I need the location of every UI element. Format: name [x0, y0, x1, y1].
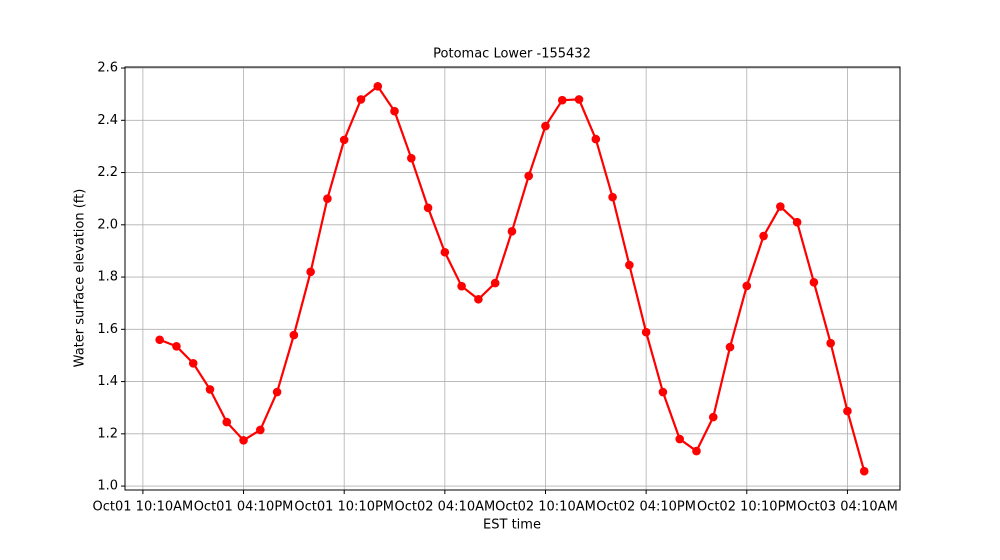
- x-tick-label: Oct01 10:10PM: [294, 500, 394, 515]
- x-axis-label: EST time: [483, 518, 541, 533]
- data-point: [809, 277, 819, 287]
- y-tick-label: 2.4: [97, 113, 118, 128]
- data-point: [172, 342, 181, 351]
- data-point: [557, 95, 567, 105]
- data-point: [222, 417, 232, 427]
- data-point: [440, 247, 450, 257]
- x-tick-label: Oct02 04:10AM: [394, 500, 495, 515]
- plot-frame: [124, 66, 901, 491]
- data-point: [390, 106, 399, 116]
- x-tick-label: Oct01 10:10AM: [93, 500, 194, 515]
- y-tick-label: 1.0: [97, 479, 118, 494]
- data-point: [323, 194, 332, 203]
- y-tick-label: 2.2: [97, 165, 118, 180]
- data-point: [776, 202, 785, 211]
- data-point: [692, 446, 701, 456]
- data-point: [591, 134, 601, 144]
- data-point: [272, 387, 282, 397]
- y-tick-label: 2.6: [97, 61, 118, 76]
- data-point: [507, 227, 517, 236]
- y-tick-label: 2.0: [97, 217, 118, 232]
- data-point: [708, 412, 718, 422]
- data-point: [675, 434, 684, 444]
- y-tick-label: 1.2: [97, 426, 118, 441]
- data-point: [574, 95, 584, 104]
- data-point: [256, 425, 265, 435]
- data-point: [608, 192, 617, 202]
- data-point: [205, 385, 215, 394]
- chart-title: Potomac Lower -155432: [433, 47, 591, 62]
- x-tick-label: Oct02 10:10PM: [697, 500, 797, 515]
- data-point: [859, 466, 869, 476]
- data-point: [289, 330, 299, 340]
- y-tick-label: 1.8: [97, 270, 118, 285]
- y-tick-label: 1.4: [97, 374, 118, 389]
- data-point: [826, 338, 835, 348]
- data-point: [843, 406, 852, 416]
- data-point: [406, 153, 416, 163]
- data-point: [759, 231, 768, 241]
- data-point: [423, 203, 433, 213]
- data-point: [339, 135, 349, 145]
- data-point: [742, 281, 752, 291]
- data-point: [524, 171, 534, 181]
- y-axis-label: Water surface elevation (ft): [73, 189, 88, 368]
- data-point: [239, 436, 248, 445]
- data-point: [658, 387, 668, 397]
- data-point: [356, 95, 366, 104]
- x-tick-label: Oct03 04:10AM: [797, 500, 898, 515]
- data-point: [373, 82, 383, 91]
- x-tick-label: Oct01 04:10PM: [194, 500, 294, 515]
- data-point: [155, 335, 164, 345]
- data-point: [490, 278, 500, 288]
- x-tick-label: Oct02 10:10AM: [495, 500, 596, 515]
- data-point: [641, 327, 651, 337]
- y-tick-label: 1.6: [97, 322, 118, 337]
- data-point: [457, 281, 466, 291]
- data-point: [625, 260, 634, 270]
- x-tick-label: Oct02 04:10PM: [596, 500, 696, 515]
- data-point: [306, 267, 315, 277]
- data-point: [188, 358, 198, 368]
- data-point: [725, 342, 735, 352]
- data-point: [792, 217, 802, 227]
- data-point: [541, 121, 550, 131]
- data-point: [474, 294, 483, 304]
